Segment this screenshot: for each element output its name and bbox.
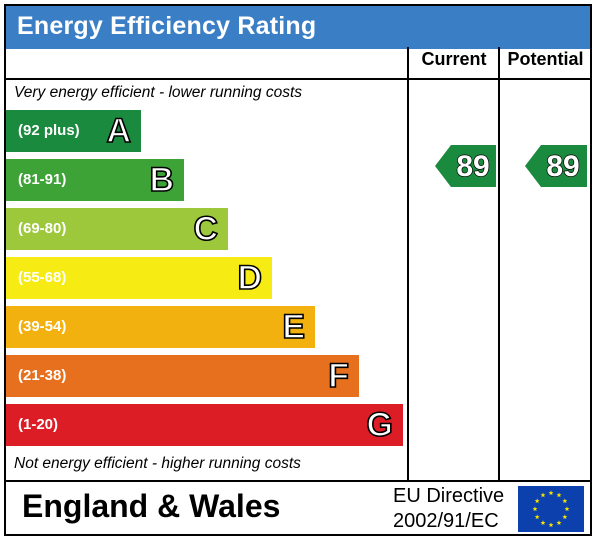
band-a: (92 plus) A — [6, 110, 141, 152]
epc-chart-frame: Energy Efficiency Rating — [4, 4, 592, 536]
band-f: (21-38) F — [6, 355, 359, 397]
band-e-letter: E — [282, 307, 306, 347]
bottom-note: Not energy efficient - higher running co… — [14, 455, 301, 472]
eu-star — [564, 506, 570, 512]
band-b-letter: B — [149, 160, 175, 200]
eu-directive-line2: 2002/91/EC — [393, 510, 499, 532]
eu-directive-line1: EU Directive — [393, 485, 505, 507]
eu-star — [562, 514, 568, 520]
header-divider — [6, 78, 592, 80]
band-b-range: (81-91) — [18, 171, 67, 188]
band-e: (39-54) E — [6, 306, 315, 348]
band-c: (69-80) C — [6, 208, 228, 250]
eu-star — [562, 498, 568, 504]
eu-star — [548, 522, 554, 528]
eu-flag-icon — [518, 486, 584, 532]
eu-star — [534, 514, 540, 520]
band-g-letter: G — [366, 405, 394, 445]
band-a-letter: A — [106, 111, 132, 151]
eu-star — [532, 506, 538, 512]
band-f-letter: F — [327, 356, 349, 396]
potential-column-header: Potential — [507, 49, 584, 69]
band-g-range: (1-20) — [18, 416, 59, 433]
current-column-header: Current — [421, 49, 487, 69]
eu-star — [540, 520, 546, 525]
region-label: England & Wales — [22, 488, 281, 524]
chart-title: Energy Efficiency Rating — [17, 12, 317, 40]
band-f-range: (21-38) — [18, 367, 67, 384]
eu-star — [534, 498, 540, 504]
footer-divider — [6, 480, 592, 482]
eu-stars — [532, 490, 570, 528]
eu-star — [548, 490, 554, 496]
band-e-range: (39-54) — [18, 318, 67, 335]
eu-star — [540, 492, 546, 498]
band-c-letter: C — [193, 209, 219, 249]
eu-star — [556, 520, 562, 525]
current-column-left-border — [407, 47, 409, 481]
band-b: (81-91) B — [6, 159, 184, 201]
band-g: (1-20) G — [6, 404, 403, 446]
eu-star — [556, 492, 562, 498]
band-d-range: (55-68) — [18, 269, 67, 286]
potential-column-left-border — [498, 47, 500, 481]
band-c-range: (69-80) — [18, 220, 67, 237]
band-a-range: (92 plus) — [18, 122, 80, 139]
band-d-letter: D — [237, 258, 263, 298]
title-bar: Energy Efficiency Rating — [6, 6, 590, 49]
top-note: Very energy efficient - lower running co… — [14, 84, 303, 101]
band-d: (55-68) D — [6, 257, 272, 299]
